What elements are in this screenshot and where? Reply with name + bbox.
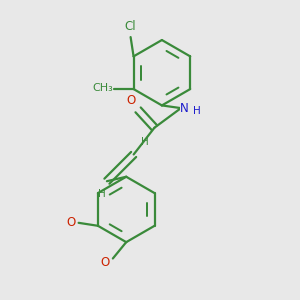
Text: N: N: [180, 102, 189, 115]
Text: H: H: [193, 106, 200, 116]
Text: O: O: [66, 216, 76, 229]
Text: CH₃: CH₃: [92, 83, 113, 94]
Text: H: H: [141, 137, 149, 147]
Text: Cl: Cl: [125, 20, 136, 34]
Text: O: O: [127, 94, 136, 107]
Text: O: O: [100, 256, 109, 269]
Text: H: H: [98, 189, 105, 199]
